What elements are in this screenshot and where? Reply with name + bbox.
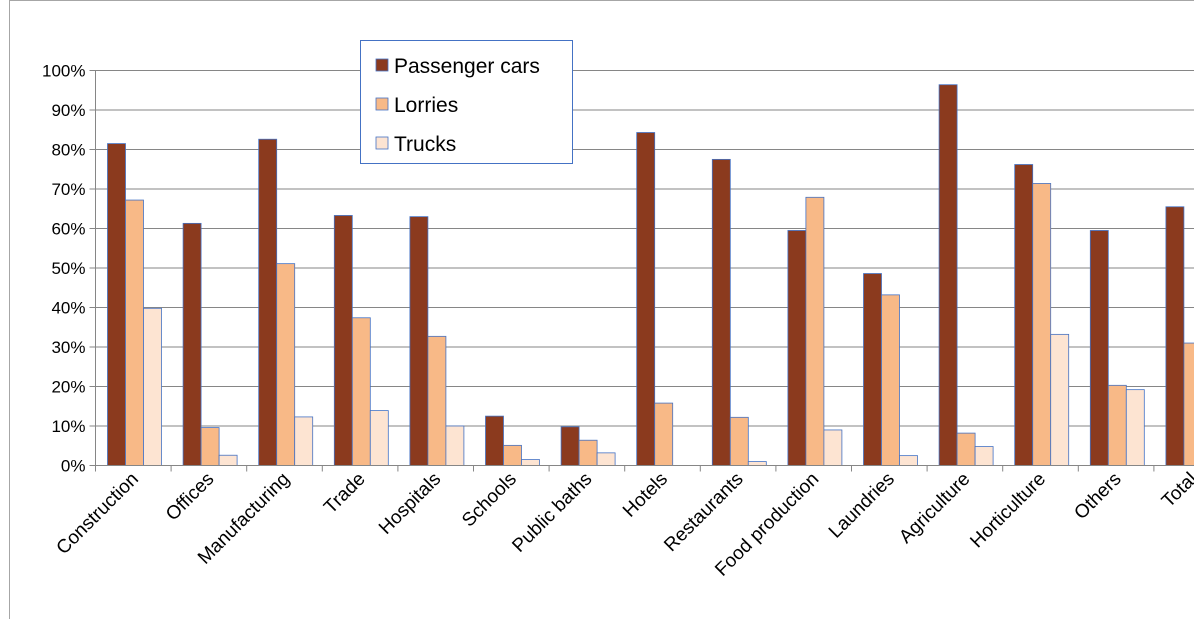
bar-trucks-trade <box>369 410 389 466</box>
bar-trucks-schools <box>521 459 540 466</box>
x-axis-ticks <box>95 465 1155 472</box>
bar-passenger-cars-hospitals <box>409 216 429 466</box>
bar-lorries-laundries <box>881 294 900 466</box>
bar-trucks-restaurants <box>747 461 767 466</box>
bar-passenger-cars-food-production <box>787 230 807 466</box>
bar-lorries-total <box>1183 342 1194 466</box>
y-tick-label: 90% <box>51 101 85 120</box>
bar-passenger-cars-others <box>1089 230 1109 466</box>
bar-lorries-schools <box>503 444 522 466</box>
bar-lorries-others <box>1107 384 1127 466</box>
bar-passenger-cars-restaurants <box>711 158 731 466</box>
y-tick-label: 100% <box>42 62 85 81</box>
y-tick-label: 10% <box>51 417 85 436</box>
bar-passenger-cars-total <box>1165 206 1185 466</box>
bar-passenger-cars-laundries <box>863 273 882 466</box>
bar-trucks-manufacturing <box>294 416 314 466</box>
bar-lorries-construction <box>125 199 144 466</box>
y-tick-label: 60% <box>51 220 85 239</box>
bar-passenger-cars-agriculture <box>938 84 958 466</box>
legend-label-passenger-cars: Passenger cars <box>394 55 540 78</box>
bar-passenger-cars-manufacturing <box>258 138 278 466</box>
bar-lorries-offices <box>200 427 220 466</box>
bar-trucks-food-production <box>823 429 843 466</box>
bar-lorries-manufacturing <box>276 263 296 466</box>
bar-passenger-cars-horticulture <box>1014 164 1034 466</box>
bar-passenger-cars-trade <box>333 215 353 466</box>
bar-passenger-cars-hotels <box>636 132 656 466</box>
legend: Passenger cars Lorries Trucks <box>360 40 573 164</box>
legend-swatch-trucks <box>375 136 389 150</box>
bar-trucks-hospitals <box>445 425 465 466</box>
bar-trucks-agriculture <box>974 446 994 466</box>
legend-swatch-passenger-cars <box>375 58 389 72</box>
chart-area-border <box>9 0 1194 619</box>
legend-label-lorries: Lorries <box>394 94 458 117</box>
y-tick-label: 70% <box>51 180 85 199</box>
legend-label-trucks: Trucks <box>394 133 456 156</box>
y-tick-label: 50% <box>51 259 85 278</box>
bar-lorries-restaurants <box>729 416 749 466</box>
bar-trucks-horticulture <box>1050 333 1070 466</box>
bar-passenger-cars-schools <box>485 415 504 466</box>
legend-box <box>360 40 573 164</box>
y-tick-label: 40% <box>51 299 85 318</box>
bar-lorries-trade <box>351 317 371 466</box>
bar-trucks-others <box>1125 389 1145 466</box>
bar-trucks-public-baths <box>596 452 616 466</box>
bar-passenger-cars-offices <box>182 222 202 466</box>
legend-swatch-lorries <box>375 97 389 111</box>
y-tick-label: 0% <box>61 457 86 476</box>
bar-passenger-cars-public-baths <box>560 426 580 466</box>
bar-trucks-offices <box>218 454 238 466</box>
bar-lorries-food-production <box>805 196 825 466</box>
bar-trucks-construction <box>143 307 162 466</box>
y-tick-label: 80% <box>51 141 85 160</box>
bar-lorries-agriculture <box>956 432 976 466</box>
bar-lorries-hospitals <box>427 335 447 466</box>
y-tick-label: 20% <box>51 378 85 397</box>
bar-lorries-hotels <box>654 402 674 466</box>
bar-passenger-cars-construction <box>107 143 126 466</box>
bar-trucks-laundries <box>899 455 918 466</box>
y-tick-label: 30% <box>51 338 85 357</box>
y-axis-tick-labels: 0% 10% 20% 30% 40% 50% 60% 70% 80% 90% 100% <box>42 62 96 476</box>
bar-lorries-public-baths <box>578 439 598 466</box>
bar-lorries-horticulture <box>1032 183 1052 466</box>
